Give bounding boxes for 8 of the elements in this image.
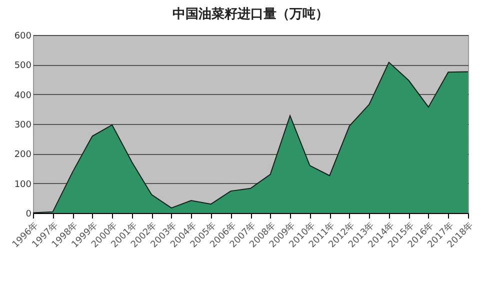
y-tick-label: 300 bbox=[14, 120, 32, 130]
y-tick-label: 100 bbox=[14, 180, 32, 190]
y-tick-label: 400 bbox=[14, 90, 32, 101]
y-tick-label: 500 bbox=[14, 61, 32, 72]
y-tick-label: 0 bbox=[26, 210, 32, 220]
y-tick-label: 600 bbox=[14, 32, 32, 42]
chart-title: 中国油菜籽进口量（万吨） bbox=[172, 7, 328, 22]
y-tick-label: 200 bbox=[14, 150, 32, 160]
